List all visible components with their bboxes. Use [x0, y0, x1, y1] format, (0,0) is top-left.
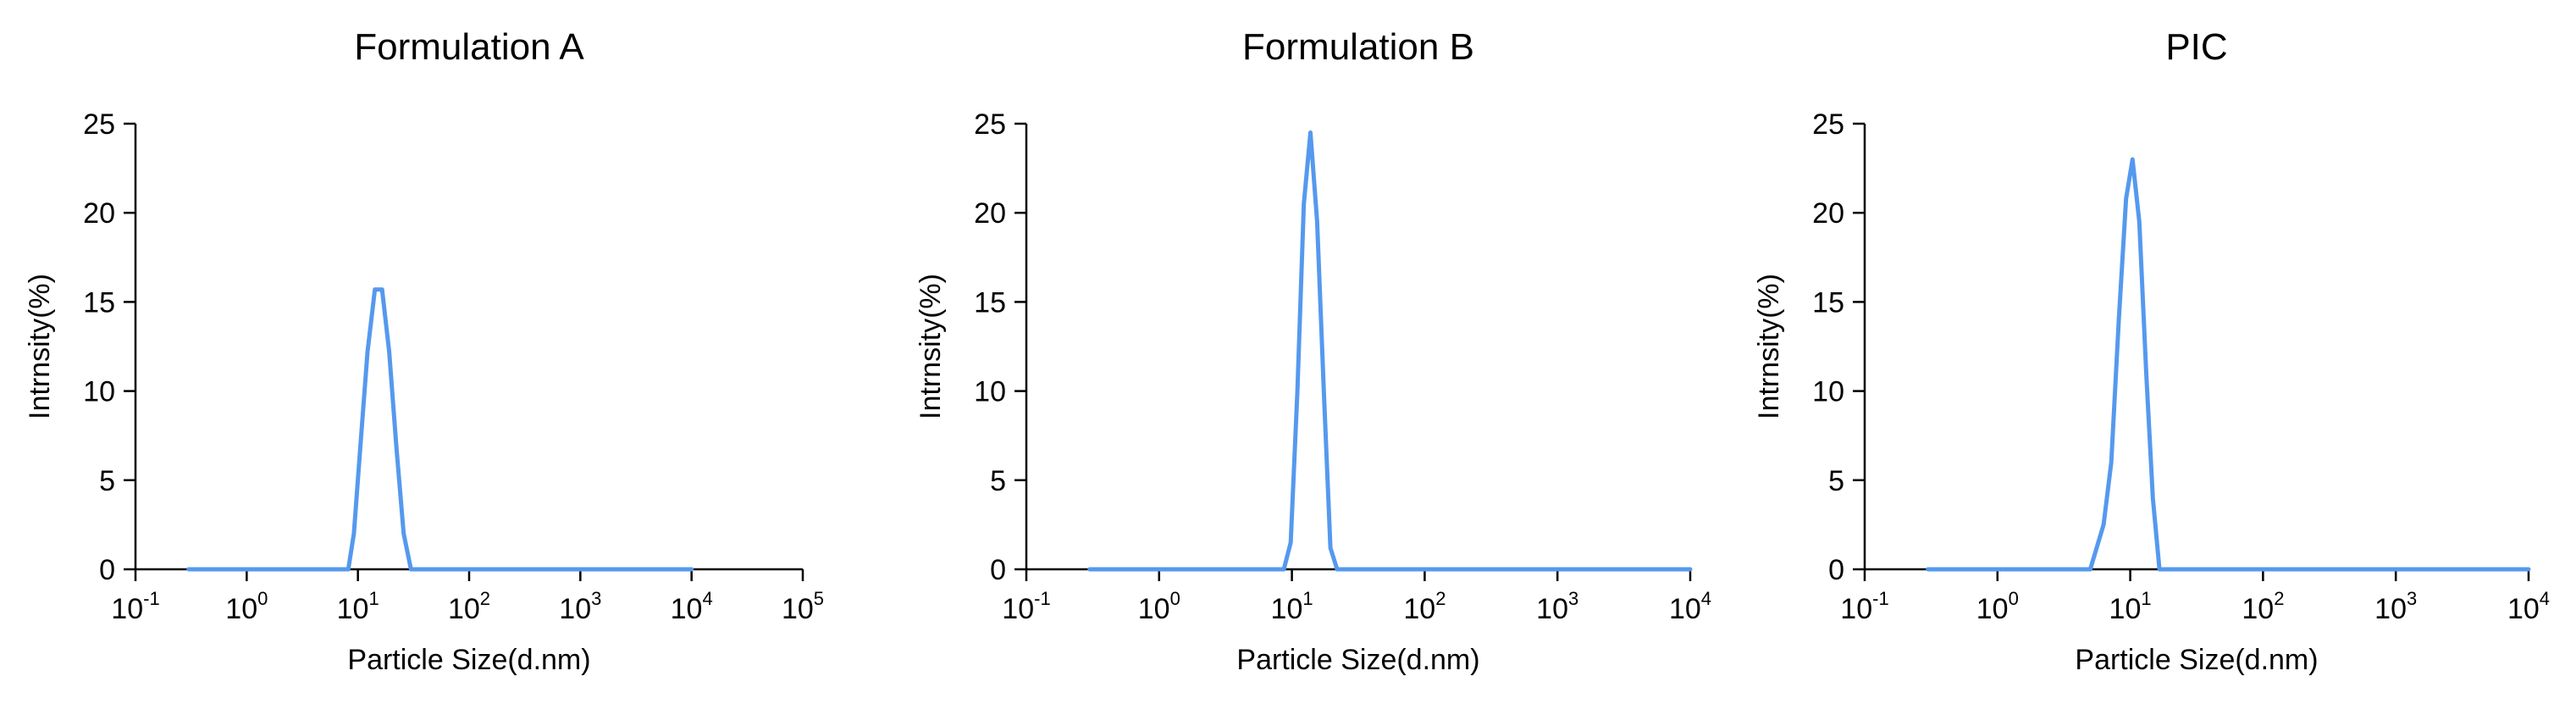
- x-tick-exponent: -1: [143, 588, 160, 609]
- x-tick-base: 10: [337, 593, 369, 625]
- x-tick-base: 10: [1976, 593, 2009, 625]
- x-tick-exponent: -1: [1034, 588, 1051, 609]
- x-tick-label: 100: [1976, 588, 2019, 625]
- x-tick-exponent: 0: [257, 588, 268, 609]
- x-tick-base: 10: [559, 593, 591, 625]
- x-tick-base: 10: [225, 593, 257, 625]
- x-tick-exponent: 5: [814, 588, 824, 609]
- y-tick-label: 15: [974, 286, 1006, 319]
- x-tick-base: 10: [1138, 593, 1170, 625]
- x-tick-label: 104: [2507, 588, 2550, 625]
- y-tick-label: 0: [990, 554, 1006, 586]
- y-tick-label: 0: [1828, 554, 1844, 586]
- y-tick-label: 5: [99, 465, 115, 497]
- x-axis-label: Particle Size(d.nm): [2075, 644, 2318, 676]
- x-tick-exponent: 1: [2141, 588, 2151, 609]
- x-axis-label: Particle Size(d.nm): [1236, 644, 1479, 676]
- chart-title: PIC: [2165, 26, 2227, 68]
- y-axis-label: Intrnsity(%): [1753, 274, 1785, 419]
- y-tick-label: 25: [974, 108, 1006, 141]
- series-line-1: [186, 287, 694, 572]
- x-tick-base: 10: [448, 593, 480, 625]
- x-tick-label: 103: [559, 588, 601, 625]
- y-tick-label: 5: [990, 465, 1006, 497]
- x-tick-label: 104: [1669, 588, 1711, 625]
- x-tick-base: 10: [111, 593, 143, 625]
- x-tick-label: 103: [2374, 588, 2417, 625]
- x-tick-base: 10: [1840, 593, 1872, 625]
- x-tick-exponent: 4: [1701, 588, 1711, 609]
- x-tick-base: 10: [2242, 593, 2274, 625]
- x-tick-base: 10: [671, 593, 703, 625]
- y-tick-label: 10: [974, 376, 1006, 408]
- x-tick-label: 102: [2242, 588, 2284, 625]
- x-tick-base: 10: [1403, 593, 1435, 625]
- y-tick-label: 25: [1812, 108, 1844, 141]
- x-tick-base: 10: [1536, 593, 1568, 625]
- x-tick-exponent: 0: [2009, 588, 2019, 609]
- y-tick-label: 25: [83, 108, 115, 141]
- x-axis-label: Particle Size(d.nm): [347, 644, 590, 676]
- x-tick-label: 101: [337, 588, 379, 625]
- x-tick-label: 10-1: [1002, 588, 1050, 625]
- x-tick-label: 105: [782, 588, 824, 625]
- y-tick-label: 0: [99, 554, 115, 586]
- y-tick-label: 10: [83, 376, 115, 408]
- x-tick-exponent: 2: [480, 588, 490, 609]
- x-tick-label: 103: [1536, 588, 1578, 625]
- x-tick-exponent: 4: [2540, 588, 2550, 609]
- x-tick-base: 10: [2374, 593, 2407, 625]
- x-tick-base: 10: [1002, 593, 1034, 625]
- x-tick-label: 10-1: [111, 588, 159, 625]
- x-tick-label: 101: [2109, 588, 2152, 625]
- series-line-1: [1926, 157, 2531, 572]
- x-tick-exponent: 2: [2274, 588, 2284, 609]
- chart-title: Formulation A: [354, 26, 584, 68]
- x-tick-base: 10: [2109, 593, 2142, 625]
- x-tick-label: 100: [1138, 588, 1180, 625]
- x-tick-exponent: 2: [1435, 588, 1446, 609]
- y-axis-label: Intrnsity(%): [24, 274, 56, 419]
- y-axis-label: Intrnsity(%): [915, 274, 947, 419]
- y-tick-label: 20: [974, 197, 1006, 230]
- x-tick-exponent: 3: [2407, 588, 2417, 609]
- x-tick-exponent: 1: [368, 588, 379, 609]
- y-tick-label: 20: [83, 197, 115, 230]
- x-tick-label: 101: [1271, 588, 1313, 625]
- x-tick-base: 10: [782, 593, 814, 625]
- chart-title: Formulation B: [1242, 26, 1474, 68]
- x-tick-base: 10: [1271, 593, 1303, 625]
- x-tick-base: 10: [2507, 593, 2540, 625]
- x-tick-base: 10: [1669, 593, 1701, 625]
- x-tick-exponent: 3: [591, 588, 601, 609]
- x-tick-label: 10-1: [1840, 588, 1888, 625]
- x-tick-label: 102: [1403, 588, 1446, 625]
- x-tick-label: 100: [225, 588, 268, 625]
- x-tick-exponent: 1: [1302, 588, 1313, 609]
- x-tick-exponent: 0: [1170, 588, 1180, 609]
- x-tick-exponent: 4: [702, 588, 712, 609]
- y-tick-label: 5: [1828, 465, 1844, 497]
- y-tick-label: 15: [83, 286, 115, 319]
- y-tick-label: 20: [1812, 197, 1844, 230]
- x-tick-exponent: 3: [1568, 588, 1578, 609]
- series-line-1: [1087, 130, 1693, 572]
- x-tick-label: 102: [448, 588, 490, 625]
- y-tick-label: 10: [1812, 376, 1844, 408]
- y-tick-label: 15: [1812, 286, 1844, 319]
- x-tick-exponent: -1: [1872, 588, 1889, 609]
- x-tick-label: 104: [671, 588, 713, 625]
